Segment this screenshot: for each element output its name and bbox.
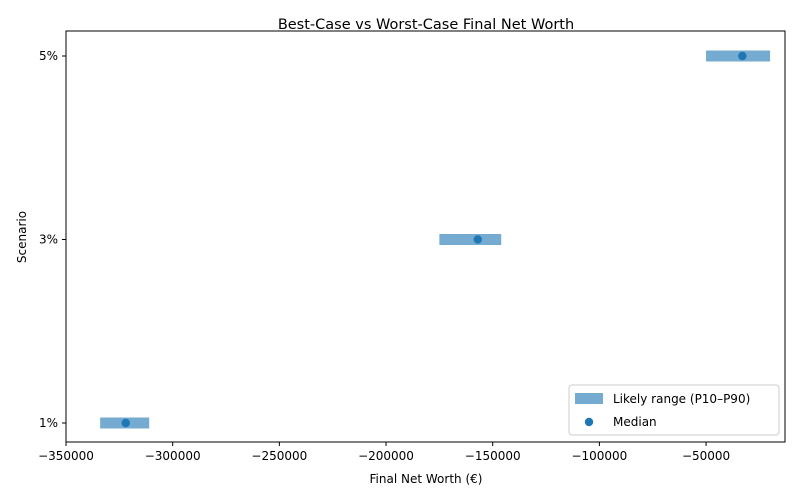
legend-median-marker: [584, 417, 594, 427]
median-point: [121, 418, 130, 428]
x-tick-label: −350000: [38, 449, 94, 463]
y-axis-label: Scenario: [15, 211, 29, 263]
range-bar: [706, 50, 771, 62]
x-axis-label: Final Net Worth (€): [370, 472, 483, 486]
legend-range-label: Likely range (P10–P90): [613, 392, 750, 406]
range-bar: [439, 234, 502, 245]
y-axis-ticks: 1% 3% 5%: [39, 49, 66, 430]
legend: Likely range (P10–P90) Median: [568, 384, 780, 436]
median-point: [473, 235, 482, 244]
chart-title: Best-Case vs Worst-Case Final Net Worth: [278, 17, 574, 33]
x-tick-label: −100000: [571, 449, 627, 463]
median-point: [738, 51, 747, 61]
x-tick-label: −250000: [251, 449, 307, 463]
x-tick-label: −200000: [358, 449, 414, 463]
plot-area: [66, 31, 785, 442]
y-tick-label: 3%: [39, 233, 58, 247]
plot-frame: [65, 30, 786, 443]
y-tick-label: 5%: [39, 49, 58, 63]
legend-box: [568, 384, 780, 436]
median-points: [121, 51, 747, 428]
legend-range-swatch: [575, 393, 603, 404]
y-tick-label: 1%: [39, 416, 58, 430]
legend-median-label: Median: [613, 415, 657, 429]
x-tick-label: −150000: [465, 449, 521, 463]
x-tick-label: −50000: [682, 449, 730, 463]
x-tick-label: −300000: [145, 449, 201, 463]
x-axis-ticks: −350000 −300000 −250000 −200000 −150000 −1000…: [38, 442, 730, 463]
